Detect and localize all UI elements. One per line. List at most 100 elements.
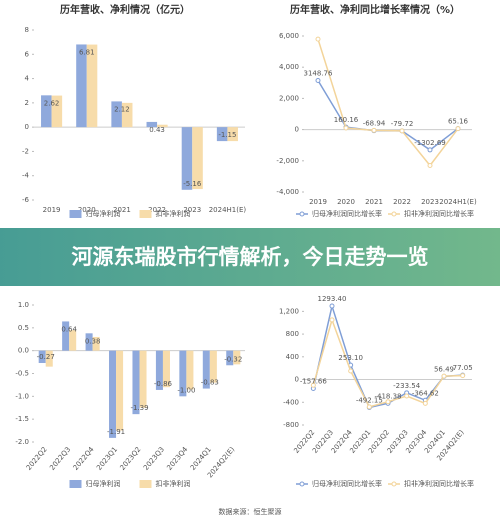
banner-title: 河源东瑞股市行情解析，今日走势一览 xyxy=(72,245,429,269)
bar xyxy=(186,350,194,390)
bar xyxy=(216,127,228,142)
point xyxy=(455,126,461,132)
data-label: -157.66 xyxy=(300,378,328,386)
bar xyxy=(111,101,122,128)
legend-label: 归母净利润同比增长率 xyxy=(312,209,382,218)
bar xyxy=(38,350,46,363)
x-tick-label: 2020 xyxy=(337,198,355,206)
point xyxy=(371,127,377,133)
x-tick-label: 2021 xyxy=(365,198,383,206)
bar xyxy=(45,350,53,367)
point xyxy=(399,128,405,134)
data-label: -1302.69 xyxy=(414,139,445,147)
data-label: -5.16 xyxy=(183,180,202,188)
y-tick-label: -6 xyxy=(22,196,30,204)
bar xyxy=(76,44,87,128)
data-label: -418.38 xyxy=(374,392,401,400)
data-label: -1.00 xyxy=(177,386,195,394)
y-tick-label: 0 xyxy=(25,123,29,131)
data-label: -364.62 xyxy=(412,389,439,397)
data-label: 2.62 xyxy=(44,99,60,107)
point xyxy=(329,303,335,309)
bar xyxy=(233,350,241,365)
y-tick-label: 0 xyxy=(295,126,299,134)
banner-bg xyxy=(0,228,500,286)
point xyxy=(427,162,433,168)
legend-swatch xyxy=(299,481,305,487)
legend-swatch xyxy=(69,210,82,218)
y-tick-label: -0.5 xyxy=(15,370,29,378)
x-tick-label: 2022 xyxy=(148,206,166,214)
data-label: -1.39 xyxy=(130,404,148,412)
x-tick-label: 2024H1(E) xyxy=(209,206,247,214)
data-label: 0.38 xyxy=(85,337,101,345)
x-tick-label: 2024H1(E) xyxy=(439,198,477,206)
x-tick-label: 2023 xyxy=(421,198,439,206)
x-tick-label: 2022Q4 xyxy=(72,445,96,472)
data-label: 65.16 xyxy=(448,118,469,126)
legend-label: 扣非净利润同比增长率 xyxy=(404,479,474,488)
x-tick-label: 2022Q2 xyxy=(25,445,49,471)
point xyxy=(441,373,447,379)
y-tick-label: -2 xyxy=(22,147,29,155)
point xyxy=(329,317,335,323)
y-tick-label: 6 xyxy=(25,50,30,58)
point xyxy=(422,400,428,406)
bar xyxy=(139,350,147,408)
data-label: 0.43 xyxy=(149,126,165,134)
y-tick-label: 4 xyxy=(25,75,30,83)
point xyxy=(348,368,354,374)
line xyxy=(317,38,459,167)
legend-swatch xyxy=(139,210,152,218)
data-label: 160.16 xyxy=(334,116,359,124)
point xyxy=(310,382,316,388)
y-tick-label: 6,000 xyxy=(279,32,299,40)
y-tick-label: 0.0 xyxy=(18,347,29,355)
y-tick-label: 2 xyxy=(25,99,29,107)
bar xyxy=(226,350,234,366)
data-label: -1.15 xyxy=(218,131,236,139)
data-label: -79.72 xyxy=(391,120,414,128)
legend-swatch xyxy=(139,480,152,488)
x-tick-label: 2021 xyxy=(113,206,131,214)
x-tick-label: 2020 xyxy=(78,206,96,214)
y-tick-label: 800 xyxy=(286,330,299,338)
x-tick-label: 2023Q1 xyxy=(95,445,119,471)
y-tick-label: 400 xyxy=(286,353,299,361)
point xyxy=(315,36,321,42)
data-label: 2.12 xyxy=(114,105,130,113)
y-tick-label: 8 xyxy=(25,26,29,34)
point xyxy=(385,399,391,405)
bar xyxy=(92,336,100,351)
bar xyxy=(121,102,133,128)
data-label: 253.10 xyxy=(338,354,363,362)
y-tick-label: -2.0 xyxy=(15,438,29,446)
y-tick-label: 1.0 xyxy=(18,301,29,309)
data-label: -68.94 xyxy=(363,120,386,128)
y-tick-label: -2,000 xyxy=(276,157,299,165)
legend-swatch xyxy=(299,211,305,217)
data-label: -0.27 xyxy=(37,353,55,361)
bar xyxy=(132,350,140,415)
bar xyxy=(157,124,168,128)
data-label: 56.49 xyxy=(434,365,454,373)
y-tick-label: -4 xyxy=(22,172,30,180)
y-tick-label: 0.5 xyxy=(18,324,29,332)
bar xyxy=(85,333,93,351)
bar xyxy=(162,350,170,388)
point xyxy=(343,125,349,131)
x-tick-label: 2022Q3 xyxy=(48,445,72,471)
legend-label: 归母净利润同比增长率 xyxy=(312,479,382,488)
data-label: -0.83 xyxy=(201,379,219,387)
point xyxy=(315,77,321,83)
data-label: -233.54 xyxy=(393,382,421,390)
x-tick-label: 2023 xyxy=(183,206,201,214)
data-label: -0.32 xyxy=(224,355,242,363)
bar xyxy=(51,95,63,128)
y-tick-label: -1.5 xyxy=(15,415,29,423)
y-tick-label: 0 xyxy=(295,376,299,384)
x-tick-label: 2023Q2 xyxy=(119,445,143,471)
x-tick-label: 2022 xyxy=(393,198,411,206)
legend-label: 扣非净利润同比增长率 xyxy=(404,209,474,218)
bar xyxy=(227,127,238,142)
